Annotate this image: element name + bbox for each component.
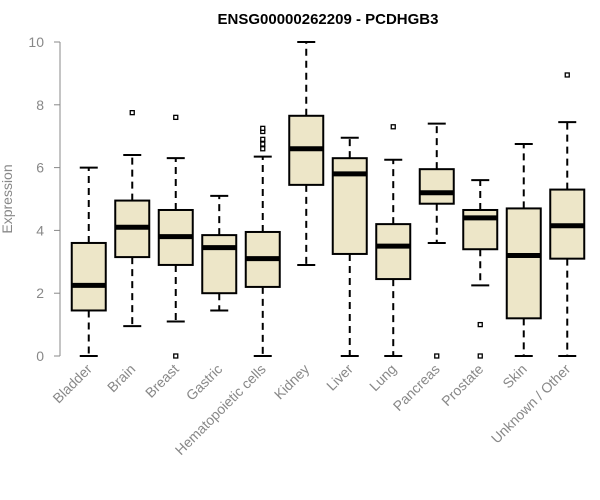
box-skin — [505, 143, 542, 357]
box-unknown-other — [549, 72, 586, 357]
box-gastric — [201, 194, 238, 312]
x-tick-label: Bladder — [49, 361, 95, 407]
x-tick-label: Kidney — [271, 361, 313, 403]
outlier-point — [173, 114, 179, 121]
y-axis-label: Expression — [0, 164, 15, 233]
y-tick-label: 0 — [36, 348, 44, 364]
outlier-point — [477, 353, 483, 359]
x-tick-label: Prostate — [438, 361, 486, 409]
box-iqr — [201, 234, 238, 295]
outlier-point — [260, 141, 266, 147]
box-iqr — [505, 207, 542, 320]
box-prostate — [462, 179, 499, 359]
x-tick-label: Skin — [499, 361, 530, 392]
box-pancreas — [418, 122, 455, 359]
box-lung — [375, 124, 412, 357]
box-liver — [331, 136, 368, 357]
outlier-point — [260, 146, 266, 152]
outlier-point — [260, 125, 266, 131]
outlier-point — [477, 321, 483, 328]
y-tick-label: 6 — [36, 160, 44, 176]
boxes-group — [70, 41, 586, 359]
y-tick-label: 4 — [36, 222, 44, 238]
x-tick-label: Breast — [142, 361, 182, 401]
x-tick-label: Gastric — [183, 361, 226, 404]
outlier-point — [260, 136, 266, 142]
y-axis: 0 2 4 6 8 10 — [28, 34, 61, 364]
x-tick-label: Brain — [104, 361, 138, 395]
x-tick-label: Pancreas — [390, 361, 443, 414]
outlier-point — [390, 124, 396, 130]
chart-title: ENSG00000262209 - PCDHGB3 — [218, 11, 439, 28]
outlier-point — [434, 353, 440, 359]
x-tick-label: Lung — [366, 361, 399, 394]
box-bladder — [70, 166, 107, 357]
box-iqr — [70, 241, 107, 312]
box-brain — [114, 110, 151, 328]
box-hematopoietic-cells — [244, 125, 281, 357]
outlier-point — [173, 353, 179, 359]
x-tick-label: Unknown / Other — [488, 361, 574, 447]
box-iqr — [375, 223, 412, 281]
outlier-point — [129, 110, 135, 116]
y-tick-label: 8 — [36, 97, 44, 113]
y-tick-label: 10 — [28, 34, 44, 50]
box-breast — [157, 114, 194, 359]
x-tick-label: Liver — [323, 361, 356, 394]
box-iqr — [418, 168, 455, 205]
box-kidney — [288, 41, 325, 266]
y-tick-label: 2 — [36, 285, 44, 301]
outlier-point — [564, 72, 570, 78]
